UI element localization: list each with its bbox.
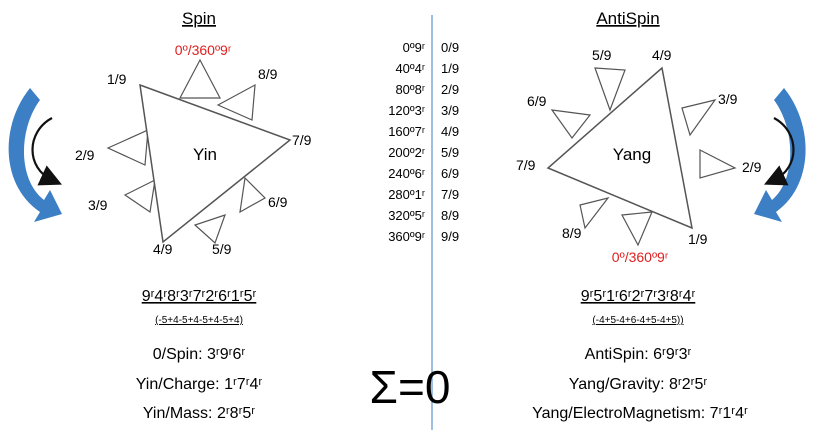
spin-center-label: Yin bbox=[193, 145, 217, 164]
spin-point-7-9: 7/9 bbox=[292, 132, 312, 148]
sum-label: Σ=0 bbox=[370, 361, 451, 413]
ninth-cell: 1/9 bbox=[441, 61, 459, 76]
spin-point-6-9: 6/9 bbox=[268, 194, 288, 210]
ninth-cell: 3/9 bbox=[441, 103, 459, 118]
antispin-small-triangle-left bbox=[550, 109, 592, 140]
ninths-column: 0/9 1/9 2/9 3/9 4/9 5/9 6/9 7/9 8/9 9/9 bbox=[441, 40, 459, 244]
antispin-small-triangle-lower-left bbox=[579, 197, 610, 230]
spin-line-2: Yin/Mass: 2ʳ8ʳ5ʳ bbox=[143, 405, 255, 422]
antispin-outer-arrow-icon bbox=[754, 88, 806, 222]
ninth-cell: 5/9 bbox=[441, 145, 459, 160]
antispin-small-triangle-upper-right bbox=[681, 99, 717, 137]
antispin-inner-arrow-icon bbox=[764, 117, 795, 186]
degree-cell: 80º8ʳ bbox=[395, 82, 425, 97]
antispin-center-label: Yang bbox=[613, 145, 651, 164]
antispin-title: AntiSpin bbox=[596, 9, 659, 28]
ninth-cell: 4/9 bbox=[441, 124, 459, 139]
degree-column: 0º9ʳ 40º4ʳ 80º8ʳ 120º3ʳ 160º7ʳ 200º2ʳ 240º6ʳ 28… bbox=[388, 40, 425, 244]
ninth-cell: 7/9 bbox=[441, 187, 459, 202]
ninth-cell: 9/9 bbox=[441, 229, 459, 244]
ninth-cell: 0/9 bbox=[441, 40, 459, 55]
spin-sequence: 9ʳ4ʳ8ʳ3ʳ7ʳ2ʳ6ʳ1ʳ5ʳ bbox=[142, 288, 257, 305]
spin-differences: (-5+4-5+4-5+4-5+4) bbox=[155, 315, 243, 326]
spin-small-triangle-upper-right bbox=[216, 83, 256, 121]
antispin-differences: (-4+5-4+6-4+5-4+5)) bbox=[592, 315, 683, 326]
degree-cell: 240º6ʳ bbox=[388, 166, 425, 181]
ninth-cell: 2/9 bbox=[441, 82, 459, 97]
antispin-point-3-9: 3/9 bbox=[718, 91, 738, 107]
spin-point-5-9: 5/9 bbox=[212, 241, 232, 257]
degree-cell: 40º4ʳ bbox=[395, 61, 425, 76]
degree-cell: 160º7ʳ bbox=[388, 124, 425, 139]
ninth-cell: 6/9 bbox=[441, 166, 459, 181]
antispin-main-triangle bbox=[546, 66, 693, 230]
ninth-cell: 8/9 bbox=[441, 208, 459, 223]
spin-point-1-9: 1/9 bbox=[107, 71, 127, 87]
spin-small-triangle-top bbox=[179, 58, 221, 99]
spin-line-1: Yin/Charge: 1ʳ7ʳ4ʳ bbox=[136, 376, 263, 393]
antispin-point-5-9: 5/9 bbox=[592, 47, 612, 63]
spin-main-triangle bbox=[139, 83, 292, 244]
antispin-point-1-9: 1/9 bbox=[688, 231, 708, 247]
spin-small-triangle-lower-right bbox=[239, 176, 266, 214]
degree-cell: 320º5ʳ bbox=[388, 208, 425, 223]
spin-outer-arrow-icon bbox=[8, 88, 62, 222]
spin-small-triangle-bottom bbox=[193, 214, 226, 245]
degree-cell: 0º9ʳ bbox=[403, 40, 425, 55]
antispin-line-0: AntiSpin: 6ʳ9ʳ3ʳ bbox=[585, 346, 692, 363]
antispin-point-8-9: 8/9 bbox=[562, 225, 582, 241]
antispin-sequence: 9ʳ5ʳ1ʳ6ʳ2ʳ7ʳ3ʳ8ʳ4ʳ bbox=[581, 288, 696, 305]
antispin-line-2: Yang/ElectroMagnetism: 7ʳ1ʳ4ʳ bbox=[532, 405, 748, 422]
antispin-line-1: Yang/Gravity: 8ʳ2ʳ5ʳ bbox=[569, 376, 708, 393]
spin-point-3-9: 3/9 bbox=[88, 197, 108, 213]
antispin-bottom-label: 0º/360º9ʳ bbox=[612, 249, 669, 265]
antispin-small-triangle-bottom bbox=[621, 211, 653, 247]
spin-inner-arrow-icon bbox=[31, 117, 62, 186]
degree-cell: 280º1ʳ bbox=[388, 187, 425, 202]
antispin-point-7-9: 7/9 bbox=[516, 157, 536, 173]
spin-title: Spin bbox=[182, 9, 216, 28]
spin-point-4-9: 4/9 bbox=[153, 241, 173, 257]
spin-point-8-9: 8/9 bbox=[258, 66, 278, 82]
spin-top-label: 0º/360º9ʳ bbox=[175, 42, 232, 58]
antispin-small-triangle-right bbox=[699, 149, 737, 179]
antispin-point-6-9: 6/9 bbox=[527, 93, 547, 109]
spin-point-2-9: 2/9 bbox=[75, 147, 95, 163]
spin-small-triangle-left bbox=[106, 129, 149, 166]
degree-cell: 200º2ʳ bbox=[388, 145, 425, 160]
spin-small-triangle-lower-left bbox=[123, 178, 156, 214]
antispin-point-2-9: 2/9 bbox=[742, 159, 762, 175]
spin-line-0: 0/Spin: 3ʳ9ʳ6ʳ bbox=[153, 346, 246, 363]
degree-cell: 120º3ʳ bbox=[388, 103, 425, 118]
degree-cell: 360º9ʳ bbox=[388, 229, 425, 244]
antispin-point-4-9: 4/9 bbox=[652, 47, 672, 63]
antispin-small-triangle-top bbox=[594, 67, 626, 112]
